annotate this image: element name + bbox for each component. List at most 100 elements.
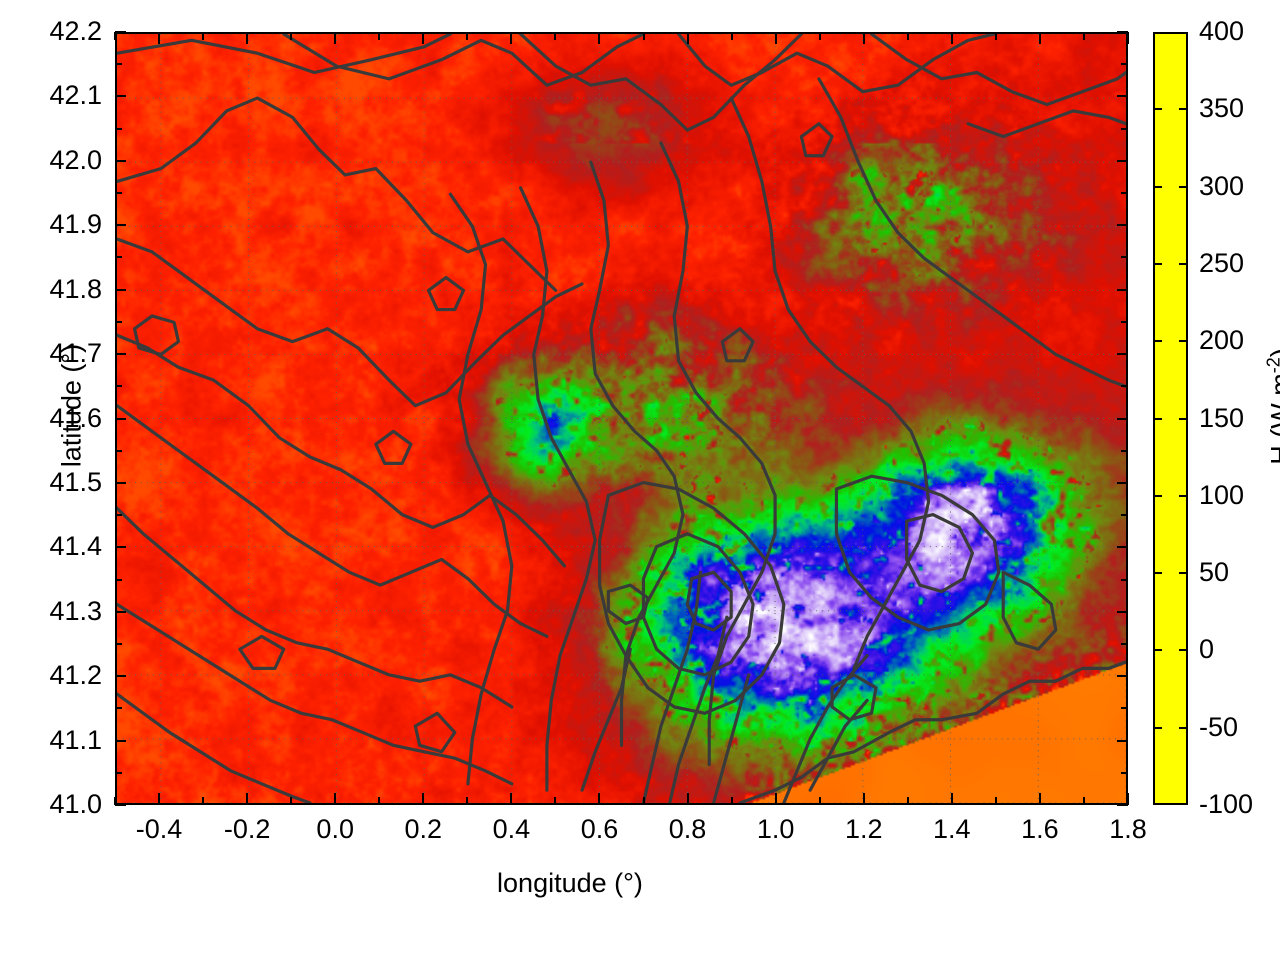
y-axis-tick bbox=[115, 739, 126, 742]
x-axis-tick-top bbox=[950, 32, 953, 44]
y-axis-tick-right bbox=[1117, 610, 1128, 613]
y-axis-tick-label: 41.4 bbox=[49, 531, 102, 562]
x-axis-tick-top bbox=[246, 32, 249, 44]
colorbar-tick-label: 300 bbox=[1199, 170, 1245, 201]
colorbar-tick-label: 150 bbox=[1199, 402, 1245, 433]
x-axis-tick-top bbox=[334, 32, 337, 44]
colorbar-tick-label: 400 bbox=[1199, 16, 1245, 46]
colorbar-tick bbox=[1153, 494, 1162, 497]
y-axis-minor-tick-right bbox=[1121, 642, 1128, 645]
colorbar-tick-label: -50 bbox=[1199, 711, 1239, 742]
x-axis-minor-tick-top bbox=[994, 32, 997, 40]
y-axis-minor-tick bbox=[115, 449, 122, 452]
y-axis-tick-label: 41.5 bbox=[49, 466, 102, 497]
x-axis-minor-tick-top bbox=[378, 32, 381, 40]
y-axis-tick bbox=[115, 417, 126, 420]
y-axis-tick-right bbox=[1117, 224, 1128, 227]
x-axis-minor-tick-top bbox=[1082, 32, 1085, 40]
y-axis-minor-tick-right bbox=[1121, 63, 1128, 66]
y-axis-minor-tick bbox=[115, 127, 122, 130]
x-axis-tick-top bbox=[774, 32, 777, 44]
x-axis-minor-tick-top bbox=[554, 32, 557, 40]
colorbar-title-close: ) bbox=[1266, 348, 1280, 357]
x-axis-minor-tick bbox=[730, 797, 733, 805]
y-axis-minor-tick-right bbox=[1121, 449, 1128, 452]
x-axis-tick-label: 1.0 bbox=[756, 814, 795, 844]
y-axis-tick bbox=[115, 481, 126, 484]
y-axis-minor-tick bbox=[115, 642, 122, 645]
y-axis-tick bbox=[115, 95, 126, 98]
x-axis-minor-tick-top bbox=[906, 32, 909, 40]
colorbar-tick bbox=[1153, 649, 1162, 652]
x-axis-tick-label: 0.2 bbox=[404, 814, 443, 844]
x-axis-tick-label: -0.2 bbox=[223, 814, 271, 844]
x-axis-tick bbox=[1127, 793, 1129, 805]
x-axis-minor-tick-top bbox=[290, 32, 293, 40]
colorbar-tick bbox=[1153, 726, 1162, 729]
contour-lines bbox=[117, 34, 1126, 803]
x-axis-minor-tick-top bbox=[114, 32, 116, 40]
x-axis-tick-label: 0.8 bbox=[668, 814, 707, 844]
x-axis-minor-tick bbox=[290, 797, 293, 805]
y-axis-tick bbox=[115, 546, 126, 549]
x-axis-tick-label: 1.2 bbox=[844, 814, 883, 844]
colorbar-tick bbox=[1153, 262, 1162, 265]
colorbar-tick bbox=[1153, 417, 1162, 420]
y-axis-minor-tick-right bbox=[1121, 707, 1128, 710]
colorbar-tick-label: -100 bbox=[1199, 789, 1254, 819]
y-axis-tick-label: 41.0 bbox=[49, 789, 102, 819]
x-axis-tick bbox=[686, 793, 689, 805]
x-axis-tick bbox=[774, 793, 777, 805]
x-axis-minor-tick bbox=[1082, 797, 1085, 805]
x-axis-minor-tick-top bbox=[466, 32, 469, 40]
x-axis-tick bbox=[158, 793, 161, 805]
y-axis-tick-right bbox=[1117, 481, 1128, 484]
colorbar-tick bbox=[1179, 494, 1188, 497]
y-axis-tick-label: 41.7 bbox=[49, 338, 102, 369]
y-axis-minor-tick bbox=[115, 256, 122, 259]
y-axis-tick-right bbox=[1117, 159, 1128, 162]
colorbar-tick-label: 200 bbox=[1199, 325, 1245, 356]
x-axis-tick-top bbox=[1127, 32, 1129, 44]
colorbar-title: H (W m-2) bbox=[1264, 287, 1280, 527]
y-axis-minor-tick bbox=[115, 385, 122, 388]
x-axis-tick-label: -0.4 bbox=[135, 814, 183, 844]
x-axis-tick-label: 0.4 bbox=[492, 814, 531, 844]
colorbar-tick bbox=[1153, 185, 1162, 188]
y-axis-tick-label: 41.8 bbox=[49, 273, 102, 304]
y-axis-tick bbox=[115, 675, 126, 678]
colorbar-tick bbox=[1179, 185, 1188, 188]
x-axis-minor-tick bbox=[642, 797, 645, 805]
colorbar bbox=[1153, 32, 1188, 805]
x-axis-minor-tick-top bbox=[730, 32, 733, 40]
y-axis-tick bbox=[115, 804, 126, 806]
x-axis-tick-top bbox=[1038, 32, 1041, 44]
y-axis-minor-tick-right bbox=[1121, 320, 1128, 323]
y-axis-tick bbox=[115, 159, 126, 162]
x-axis-minor-tick bbox=[202, 797, 205, 805]
x-axis-tick bbox=[862, 793, 865, 805]
x-axis-tick-top bbox=[686, 32, 689, 44]
colorbar-tick bbox=[1179, 108, 1188, 111]
x-axis-tick bbox=[510, 793, 513, 805]
y-axis-minor-tick bbox=[115, 320, 122, 323]
x-axis-minor-tick bbox=[994, 797, 997, 805]
x-axis-tick bbox=[598, 793, 601, 805]
x-axis-tick-label: 1.8 bbox=[1109, 814, 1147, 844]
y-axis-minor-tick-right bbox=[1121, 514, 1128, 517]
x-axis-tick-label: 1.4 bbox=[933, 814, 971, 844]
y-axis-minor-tick bbox=[115, 771, 122, 774]
colorbar-tick-label: 0 bbox=[1199, 634, 1215, 665]
y-axis-tick-label: 41.9 bbox=[49, 209, 102, 240]
y-axis-minor-tick-right bbox=[1121, 192, 1128, 195]
colorbar-tick-label: 350 bbox=[1199, 93, 1245, 124]
x-axis-tick bbox=[334, 793, 337, 805]
y-axis-tick-right bbox=[1117, 804, 1128, 806]
y-axis-tick-right bbox=[1117, 739, 1128, 742]
x-axis-tick bbox=[422, 793, 425, 805]
y-axis-tick-right bbox=[1117, 675, 1128, 678]
colorbar-tick bbox=[1179, 572, 1188, 575]
y-axis-tick-label: 42.1 bbox=[49, 80, 102, 111]
y-axis-tick-label: 41.6 bbox=[49, 402, 102, 433]
